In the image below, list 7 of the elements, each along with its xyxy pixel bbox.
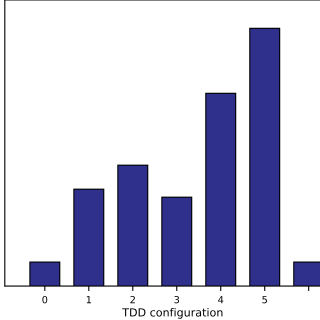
x-tick-label: 5	[262, 296, 267, 304]
x-axis-title: TDD configuration	[122, 308, 222, 319]
x-tick-label: 0	[42, 296, 48, 304]
x-tick-label: 2	[130, 296, 135, 304]
x-tick-label: 4	[218, 296, 224, 304]
x-tick-label: 1	[86, 296, 91, 304]
x-tick-label: 3	[174, 296, 180, 304]
